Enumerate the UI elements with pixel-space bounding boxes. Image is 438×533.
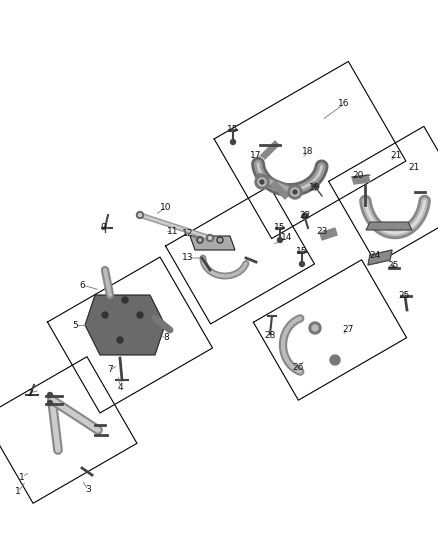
Text: 17: 17 [250,150,262,159]
Circle shape [138,214,141,216]
Circle shape [312,325,318,331]
Text: 28: 28 [264,330,276,340]
Circle shape [300,262,304,266]
Circle shape [206,235,213,241]
Text: 27: 27 [343,326,354,335]
Circle shape [102,312,108,318]
Text: 26: 26 [292,364,304,373]
Text: 10: 10 [160,203,172,212]
Text: 6: 6 [79,280,85,289]
Text: 2: 2 [27,389,33,398]
Circle shape [117,337,123,343]
Text: 3: 3 [85,486,91,495]
Text: 16: 16 [338,100,350,109]
Text: 7: 7 [107,366,113,375]
Circle shape [137,312,143,318]
Text: 1: 1 [15,488,21,497]
Circle shape [122,297,128,303]
Circle shape [302,213,308,219]
Text: 11: 11 [167,227,179,236]
Polygon shape [352,175,370,184]
Circle shape [293,190,297,194]
Text: 13: 13 [182,254,194,262]
Circle shape [330,355,340,365]
Circle shape [230,140,236,144]
Text: 8: 8 [163,334,169,343]
Text: 9: 9 [100,223,106,232]
Text: 25: 25 [398,290,410,300]
Circle shape [47,400,53,406]
Text: 15: 15 [274,223,286,232]
Text: 1: 1 [19,472,25,481]
Circle shape [208,237,212,239]
Text: 21: 21 [390,150,402,159]
Polygon shape [320,228,337,240]
Text: 15: 15 [296,247,308,256]
Text: 12: 12 [182,230,194,238]
Circle shape [47,392,53,398]
Text: 15: 15 [227,125,239,134]
Circle shape [291,188,299,196]
Polygon shape [85,295,165,355]
Polygon shape [366,222,412,230]
Text: 14: 14 [281,233,293,243]
Text: 25: 25 [387,261,399,270]
Circle shape [137,212,144,219]
Text: 21: 21 [408,163,420,172]
Polygon shape [190,236,235,250]
Text: 23: 23 [316,228,328,237]
Circle shape [260,180,264,184]
Text: 5: 5 [72,321,78,330]
Text: 22: 22 [300,212,311,221]
Text: 4: 4 [117,383,123,392]
Text: 19: 19 [309,183,321,192]
Circle shape [309,322,321,334]
Text: 24: 24 [369,251,381,260]
Circle shape [313,184,317,188]
Circle shape [255,175,269,189]
Circle shape [278,238,283,243]
Circle shape [258,178,266,186]
Text: 20: 20 [352,172,364,181]
Polygon shape [368,250,392,265]
Text: 18: 18 [302,148,314,157]
Circle shape [288,185,302,199]
